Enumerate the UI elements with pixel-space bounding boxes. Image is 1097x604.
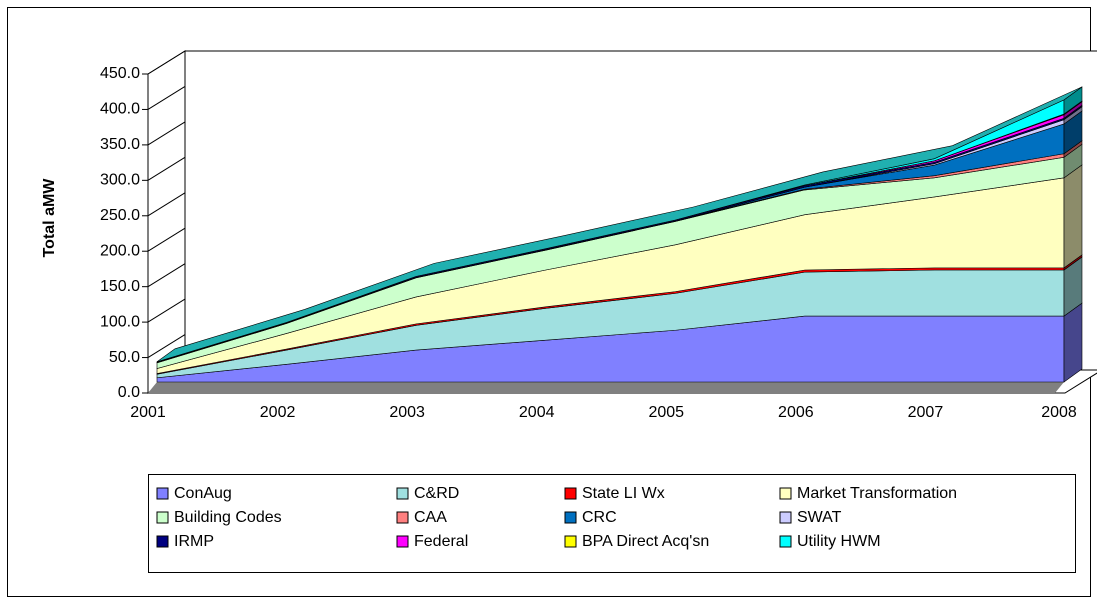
legend-swatch bbox=[779, 487, 792, 500]
grid-line bbox=[147, 192, 186, 217]
x-tick-label: 2003 bbox=[389, 404, 425, 421]
y-tick-label: 0.0 bbox=[118, 384, 140, 401]
x-tick-label: 2005 bbox=[648, 404, 684, 421]
legend-label: Federal bbox=[414, 533, 468, 550]
y-tick-label: 150.0 bbox=[100, 278, 140, 295]
legend-label: IRMP bbox=[174, 533, 214, 550]
legend-swatch bbox=[156, 511, 169, 524]
floor-strip bbox=[148, 382, 1064, 393]
x-tick-label: 2006 bbox=[778, 404, 814, 421]
grid-line bbox=[147, 334, 186, 358]
legend-swatch bbox=[396, 487, 409, 500]
legend-swatch bbox=[779, 535, 792, 548]
legend-label: Building Codes bbox=[174, 509, 282, 526]
grid-line bbox=[147, 263, 186, 288]
legend-swatch bbox=[156, 487, 169, 500]
area-side bbox=[1063, 302, 1083, 383]
x-tick-label: 2007 bbox=[908, 404, 944, 421]
legend-swatch bbox=[396, 535, 409, 548]
legend bbox=[148, 474, 1076, 573]
legend-label: State LI Wx bbox=[582, 485, 665, 502]
grid-line bbox=[147, 121, 186, 146]
y-tick-label: 300.0 bbox=[100, 172, 140, 189]
y-tick-label: 450.0 bbox=[100, 65, 140, 82]
y-tick-label: 50.0 bbox=[109, 349, 140, 366]
side-wall bbox=[147, 50, 186, 394]
legend-swatch bbox=[564, 487, 577, 500]
legend-label: CRC bbox=[582, 509, 617, 526]
y-axis-label: Total aMW bbox=[41, 178, 58, 258]
legend-swatch bbox=[156, 535, 169, 548]
legend-swatch bbox=[396, 511, 409, 524]
legend-label: CAA bbox=[414, 509, 447, 526]
legend-label: Market Transformation bbox=[797, 485, 957, 502]
legend-label: ConAug bbox=[174, 485, 232, 502]
y-tick-label: 350.0 bbox=[100, 136, 140, 153]
y-tick-label: 200.0 bbox=[100, 242, 140, 259]
grid-line bbox=[147, 156, 186, 181]
grid-line bbox=[147, 227, 186, 252]
x-tick-label: 2002 bbox=[260, 404, 296, 421]
grid-line bbox=[147, 298, 186, 323]
x-tick-label: 2008 bbox=[1041, 404, 1077, 421]
y-tick-label: 250.0 bbox=[100, 207, 140, 224]
legend-swatch bbox=[779, 511, 792, 524]
x-tick-label: 2001 bbox=[130, 404, 166, 421]
legend-label: C&RD bbox=[414, 485, 459, 502]
area-side bbox=[1063, 164, 1083, 269]
x-tick-label: 2004 bbox=[519, 404, 555, 421]
grid-line bbox=[147, 50, 186, 75]
y-tick-label: 100.0 bbox=[100, 313, 140, 330]
grid-line bbox=[147, 86, 186, 110]
y-tick-label: 400.0 bbox=[100, 101, 140, 118]
legend-label: BPA Direct Acq'sn bbox=[582, 533, 709, 550]
legend-swatch bbox=[564, 535, 577, 548]
legend-label: Utility HWM bbox=[797, 533, 881, 550]
legend-label: SWAT bbox=[797, 509, 842, 526]
area-top bbox=[156, 86, 1083, 363]
legend-swatch bbox=[564, 511, 577, 524]
